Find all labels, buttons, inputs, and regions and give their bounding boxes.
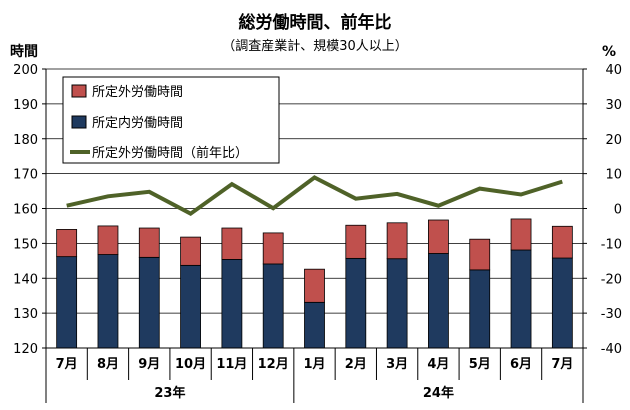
left-tick-label: 170 bbox=[13, 168, 38, 183]
right-tick-label: -30 bbox=[601, 307, 622, 322]
left-tick-label: 180 bbox=[13, 133, 38, 148]
category-label: 5月 bbox=[469, 357, 491, 372]
right-tick-label: -40 bbox=[601, 342, 622, 357]
bars bbox=[56, 218, 573, 349]
category-label: 1月 bbox=[303, 357, 325, 372]
bar-overtime-hours bbox=[56, 229, 78, 258]
bar-scheduled-hours bbox=[56, 256, 78, 349]
tick-labels: 120 130 140 150 160 170 180 190 200 -40 -30 -20 -10 0… bbox=[13, 63, 622, 357]
right-tick-label: 40 bbox=[605, 63, 622, 78]
category-label: 12月 bbox=[258, 357, 289, 372]
bar-scheduled-hours bbox=[304, 301, 325, 349]
category-label: 3月 bbox=[386, 357, 408, 372]
right-tick-label: 10 bbox=[605, 168, 622, 183]
axes bbox=[42, 68, 587, 403]
left-tick-label: 160 bbox=[13, 203, 38, 218]
legend: 所定外労働時間 所定内労働時間 所定外労働時間（前年比） bbox=[62, 76, 280, 164]
category-label: 6月 bbox=[510, 357, 532, 372]
right-tick-label: -10 bbox=[601, 237, 622, 252]
bar-overtime-hours bbox=[428, 219, 449, 254]
left-tick-label: 200 bbox=[13, 63, 38, 78]
category-label: 7月 bbox=[551, 357, 573, 372]
legend-swatch-overtime bbox=[71, 84, 87, 98]
right-axis-unit: % bbox=[602, 44, 616, 60]
bar-overtime-hours bbox=[262, 232, 284, 265]
bar-scheduled-hours bbox=[345, 257, 367, 349]
category-label: 7月 bbox=[56, 357, 78, 372]
category-labels: 7月 8月 9月 10月 11月 12月 1月 2月 3月 4月 5月 6月 7月 23年 24年 bbox=[56, 357, 574, 401]
category-label: 2月 bbox=[345, 357, 367, 372]
category-label: 8月 bbox=[97, 357, 119, 372]
left-tick-label: 130 bbox=[13, 307, 38, 322]
bar-overtime-hours bbox=[510, 218, 532, 251]
year-group-label: 23年 bbox=[154, 385, 185, 401]
bar-overtime-hours bbox=[97, 225, 119, 255]
right-tick-label: 0 bbox=[614, 203, 622, 218]
line-series bbox=[66, 175, 563, 217]
chart-subtitle: （調査産業計、規模30人以上） bbox=[222, 38, 408, 54]
line-overtime-yoy bbox=[66, 175, 563, 217]
legend-box bbox=[62, 76, 280, 164]
bar-overtime-hours bbox=[221, 227, 243, 260]
bar-overtime-hours bbox=[469, 238, 491, 271]
left-tick-label: 150 bbox=[13, 237, 38, 252]
bar-scheduled-hours bbox=[180, 264, 201, 349]
bar-scheduled-hours bbox=[510, 249, 532, 349]
bar-overtime-hours bbox=[386, 222, 408, 260]
right-tick-label: 30 bbox=[605, 98, 622, 113]
left-tick-label: 190 bbox=[13, 98, 38, 113]
legend-label-yoy: 所定外労働時間（前年比） bbox=[92, 145, 248, 161]
category-label: 9月 bbox=[138, 357, 160, 372]
bar-scheduled-hours bbox=[262, 263, 284, 349]
bar-overtime-hours bbox=[345, 224, 367, 259]
bar-scheduled-hours bbox=[428, 253, 449, 349]
bar-scheduled-hours bbox=[221, 259, 243, 349]
bar-overtime-hours bbox=[138, 227, 160, 258]
bar-scheduled-hours bbox=[386, 258, 408, 349]
legend-label-scheduled: 所定内労働時間 bbox=[92, 115, 183, 131]
category-label: 4月 bbox=[427, 357, 449, 372]
bar-overtime-hours bbox=[551, 225, 573, 259]
bar-scheduled-hours bbox=[138, 256, 160, 349]
left-tick-label: 120 bbox=[13, 342, 38, 357]
bar-overtime-hours bbox=[304, 268, 325, 303]
right-tick-label: 20 bbox=[605, 133, 622, 148]
legend-swatch-scheduled bbox=[71, 115, 87, 129]
year-group-label: 24年 bbox=[423, 385, 454, 401]
bar-scheduled-hours bbox=[551, 257, 573, 349]
left-tick-label: 140 bbox=[13, 272, 38, 287]
category-label: 11月 bbox=[216, 357, 247, 372]
right-tick-label: -20 bbox=[601, 272, 622, 287]
chart-title: 総労働時間、前年比 bbox=[239, 12, 392, 33]
bar-overtime-hours bbox=[180, 236, 201, 266]
bar-scheduled-hours bbox=[469, 269, 491, 349]
left-axis-unit: 時間 bbox=[10, 43, 38, 60]
bar-scheduled-hours bbox=[97, 254, 119, 349]
legend-label-overtime: 所定外労働時間 bbox=[92, 85, 183, 100]
category-label: 10月 bbox=[175, 357, 206, 372]
